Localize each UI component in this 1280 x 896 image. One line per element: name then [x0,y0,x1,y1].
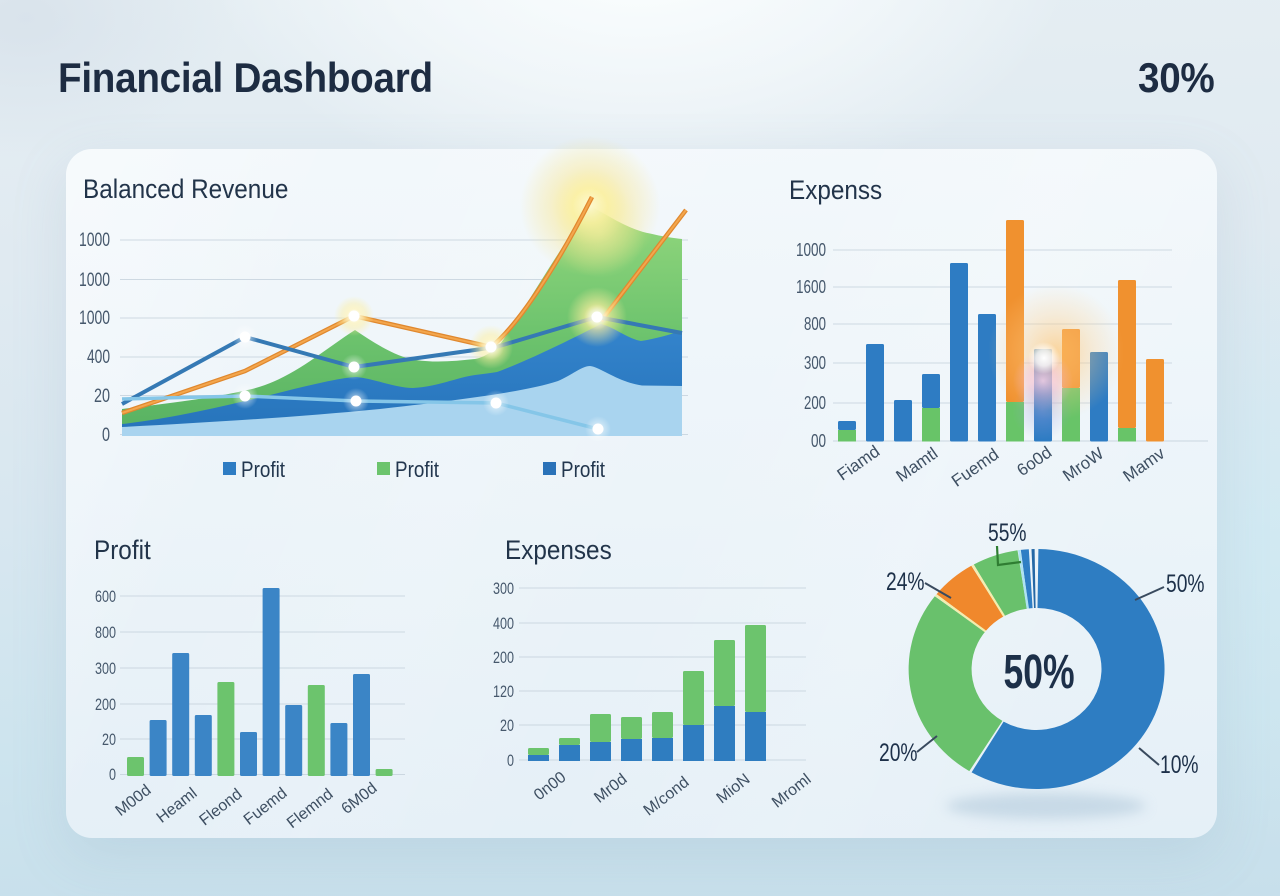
svg-text:Fiamd: Fiamd [834,442,884,485]
svg-text:200: 200 [493,648,514,667]
svg-text:0: 0 [109,765,116,784]
svg-text:400: 400 [493,614,514,633]
svg-text:Mamv: Mamv [1119,443,1168,485]
svg-text:Fleond: Fleond [196,786,245,830]
svg-text:120: 120 [493,682,514,701]
svg-text:1000: 1000 [79,230,110,251]
svg-text:0n00: 0n00 [531,769,570,804]
svg-text:600: 600 [95,587,116,606]
svg-text:Mr0d: Mr0d [591,771,630,807]
svg-text:1000: 1000 [79,308,110,329]
svg-text:300: 300 [804,353,826,373]
svg-text:Fuemd: Fuemd [241,785,291,829]
svg-text:200: 200 [804,393,826,413]
svg-text:20: 20 [102,730,116,749]
svg-text:0: 0 [102,425,110,446]
svg-text:MioN: MioN [714,771,754,807]
svg-text:200: 200 [95,695,116,714]
svg-text:300: 300 [493,579,514,598]
svg-text:1600: 1600 [796,277,826,297]
svg-text:6o0d: 6o0d [1013,443,1055,480]
svg-text:Profit: Profit [395,457,439,482]
svg-text:6M0d: 6M0d [338,780,380,818]
svg-text:20: 20 [500,716,514,735]
svg-text:Flemnd: Flemnd [284,786,337,832]
svg-text:M/cond: M/cond [641,774,693,820]
svg-text:800: 800 [804,314,826,334]
svg-text:Fuemd: Fuemd [948,445,1002,491]
svg-text:1000: 1000 [79,270,110,291]
svg-text:MroW: MroW [1059,444,1107,486]
svg-text:Mroml: Mroml [769,771,814,812]
svg-text:800: 800 [95,623,116,642]
svg-text:20: 20 [94,386,110,407]
svg-text:00: 00 [811,431,826,451]
svg-text:400: 400 [87,347,110,368]
svg-text:300: 300 [95,659,116,678]
svg-text:M00d: M00d [112,782,154,820]
svg-text:Mamtl: Mamtl [892,444,941,486]
svg-text:Profit: Profit [241,457,285,482]
svg-text:Heaml: Heaml [154,785,201,827]
svg-text:0: 0 [507,751,514,770]
svg-text:1000: 1000 [796,240,826,260]
svg-text:Profit: Profit [561,457,605,482]
